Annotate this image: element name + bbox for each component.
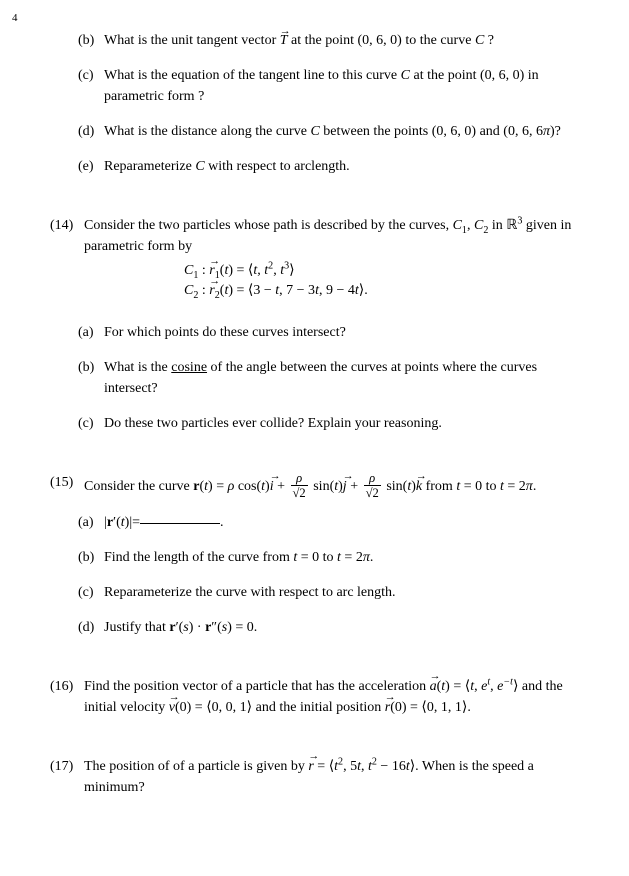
blank-line — [140, 523, 220, 524]
sub-label-a: (a) — [78, 322, 104, 343]
sub-content: What is the cosine of the angle between … — [104, 357, 589, 399]
problem-17: (17) The position of of a particle is gi… — [50, 756, 589, 798]
problem-14: (14) Consider the two particles whose pa… — [50, 215, 589, 434]
problem-continuation: (b) What is the unit tangent vector T at… — [50, 30, 589, 177]
sub-content: Justify that r′(s) · r″(s) = 0. — [104, 617, 589, 638]
sub-content: What is the distance along the curve C b… — [104, 121, 589, 142]
sub-label-c: (c) — [78, 582, 104, 603]
problem-label: (15) — [50, 472, 84, 502]
sub-label-b: (b) — [78, 30, 104, 51]
sub-label-c: (c) — [78, 65, 104, 107]
problem-16: (16) Find the position vector of a parti… — [50, 676, 589, 718]
sub-content: For which points do these curves interse… — [104, 322, 589, 343]
sub-content: Reparameterize C with respect to arcleng… — [104, 156, 589, 177]
sub-content: Find the length of the curve from t = 0 … — [104, 547, 589, 568]
sub-content: What is the unit tangent vector T at the… — [104, 30, 589, 51]
problem-text: Find the position vector of a particle t… — [84, 676, 589, 718]
sub-content: Do these two particles ever collide? Exp… — [104, 413, 589, 434]
page-number: 4 — [12, 10, 18, 27]
equation-c1: C1 : r1(t) = ⟨t, t2, t3⟩ C2 : r2(t) = ⟨3… — [184, 261, 589, 302]
sub-label-e: (e) — [78, 156, 104, 177]
sub-label-d: (d) — [78, 617, 104, 638]
sub-label-d: (d) — [78, 121, 104, 142]
problem-intro: Consider the curve r(t) = ρ cos(t)i + ρ√… — [84, 472, 589, 502]
problem-intro: Consider the two particles whose path is… — [84, 215, 589, 312]
sub-label-c: (c) — [78, 413, 104, 434]
sub-label-b: (b) — [78, 547, 104, 568]
sub-content: |r′(t)|=. — [104, 512, 589, 533]
problem-label: (16) — [50, 676, 84, 718]
sub-label-a: (a) — [78, 512, 104, 533]
problem-15: (15) Consider the curve r(t) = ρ cos(t)i… — [50, 472, 589, 638]
sub-label-b: (b) — [78, 357, 104, 399]
sub-content: Reparameterize the curve with respect to… — [104, 582, 589, 603]
sub-content: What is the equation of the tangent line… — [104, 65, 589, 107]
problem-text: The position of of a particle is given b… — [84, 756, 589, 798]
problem-label: (14) — [50, 215, 84, 312]
problem-label: (17) — [50, 756, 84, 798]
